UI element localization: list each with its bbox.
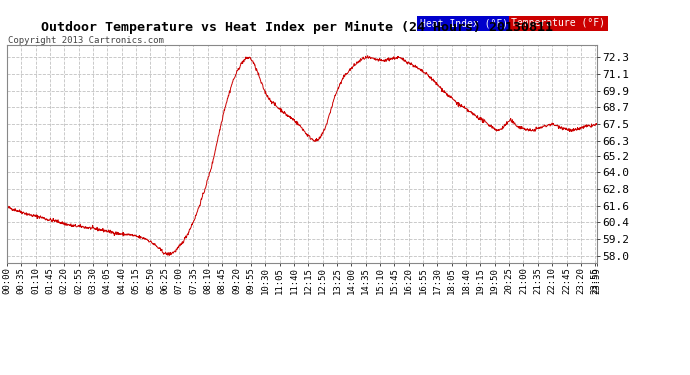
Text: Heat Index (°F): Heat Index (°F) — [420, 18, 508, 28]
Text: Temperature (°F): Temperature (°F) — [511, 18, 605, 28]
Text: Outdoor Temperature vs Heat Index per Minute (24 Hours) 20130811: Outdoor Temperature vs Heat Index per Mi… — [41, 21, 553, 34]
Text: Copyright 2013 Cartronics.com: Copyright 2013 Cartronics.com — [8, 36, 164, 45]
